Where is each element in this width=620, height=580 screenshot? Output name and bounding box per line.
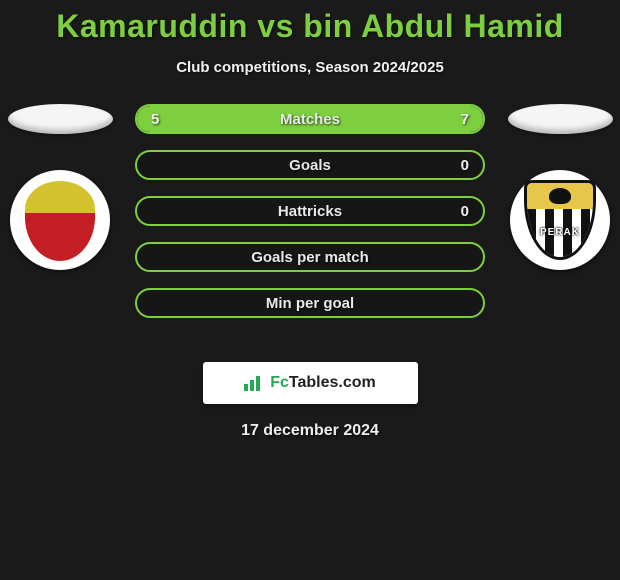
chart-icon xyxy=(244,375,264,391)
right-crest: PERAK xyxy=(510,170,610,270)
stat-bar: Goals per match xyxy=(135,242,485,272)
date-label: 17 december 2024 xyxy=(241,422,379,440)
stat-bar: Min per goal xyxy=(135,288,485,318)
stat-value-right: 7 xyxy=(461,111,469,128)
left-hat-shape xyxy=(8,104,113,134)
stat-bar: 0 Hattricks xyxy=(135,196,485,226)
page-title: Kamaruddin vs bin Abdul Hamid xyxy=(56,8,564,45)
perak-crest-icon: PERAK xyxy=(524,180,596,260)
subtitle: Club competitions, Season 2024/2025 xyxy=(176,59,444,76)
selangor-crest-icon xyxy=(25,181,95,259)
stat-label: Min per goal xyxy=(266,295,354,312)
stat-label: Hattricks xyxy=(278,203,342,220)
stat-value-left: 5 xyxy=(151,111,159,128)
right-team-column: PERAK xyxy=(500,104,620,270)
stat-label: Goals per match xyxy=(251,249,369,266)
stat-value-right: 0 xyxy=(461,157,469,174)
stat-bar: 0 Goals xyxy=(135,150,485,180)
stat-bars: 5 7 Matches 0 Goals 0 Hattricks Goals per match… xyxy=(135,104,485,318)
left-team-column xyxy=(0,104,120,270)
stat-label: Matches xyxy=(280,111,340,128)
stat-value-right: 0 xyxy=(461,203,469,220)
stats-area: PERAK 5 7 Matches 0 Goals 0 Hattricks Goals per… xyxy=(0,104,620,354)
stat-bar: 5 7 Matches xyxy=(135,104,485,134)
brand-box[interactable]: FcTables.com xyxy=(203,362,418,404)
stat-label: Goals xyxy=(289,157,331,174)
left-crest xyxy=(10,170,110,270)
right-hat-shape xyxy=(508,104,613,134)
comparison-card: Kamaruddin vs bin Abdul Hamid Club compe… xyxy=(0,0,620,440)
brand-text: FcTables.com xyxy=(270,374,376,392)
